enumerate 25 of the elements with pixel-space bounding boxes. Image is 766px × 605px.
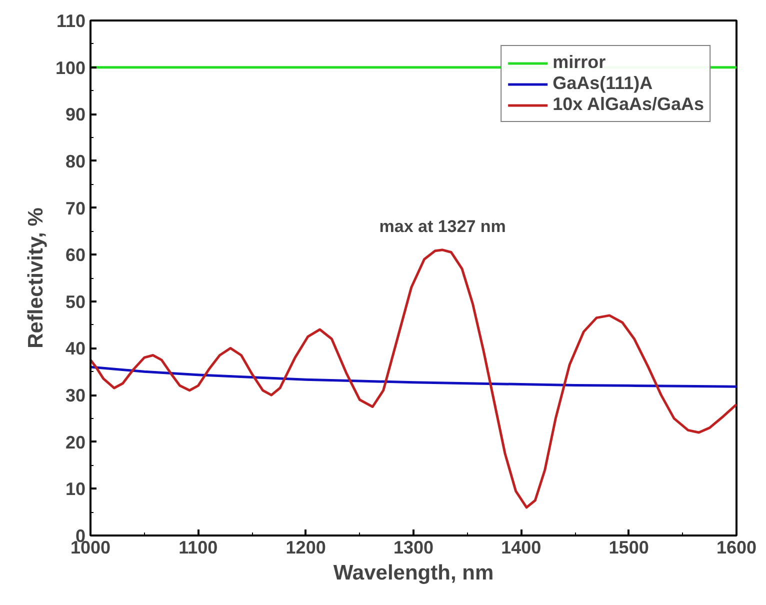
line-series [90,366,736,388]
x-tick-label: 1500 [608,538,649,558]
x-tick-label: 1600 [716,538,757,558]
y-tick-label: 50 [65,292,86,312]
x-tick-label: 1400 [501,538,542,558]
y-tick-label: 70 [65,198,86,218]
y-tick-label: 30 [65,386,86,406]
legend-label: GaAs(111)A [552,73,653,94]
legend-label: mirror [552,52,606,73]
x-tick-label: 1200 [286,538,326,558]
y-tick-label: 90 [65,104,86,125]
y-tick-label: 100 [55,58,86,78]
annotation: max at 1327 nm [379,216,506,236]
y-tick-label: 10 [65,479,86,500]
y-tick-label: 60 [65,245,86,266]
y-tick-label: 80 [65,151,86,172]
legend-label: 10x AlGaAs/GaAs [552,94,704,115]
x-axis-title: Wavelength, nm [333,562,494,584]
y-tick-label: 20 [65,432,86,452]
y-tick-label: 110 [56,11,86,31]
y-axis-title: Reflectivity, % [24,207,48,348]
line-series [90,248,736,509]
x-tick-label: 1100 [178,538,218,558]
y-tick-label: 40 [65,338,86,359]
x-tick-label: 1300 [393,538,434,558]
